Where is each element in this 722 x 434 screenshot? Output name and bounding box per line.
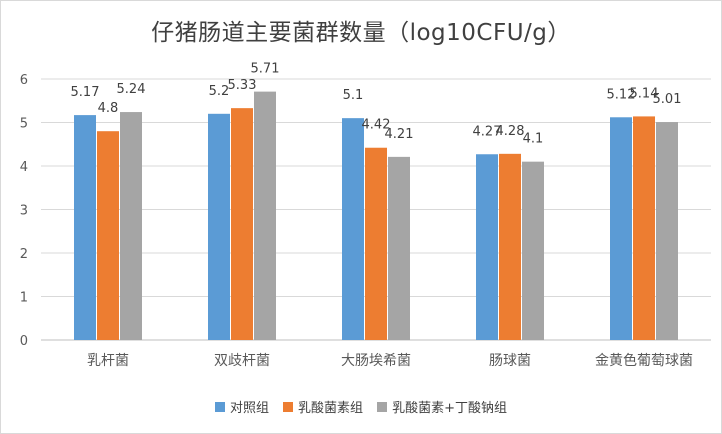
bar-1-0: [208, 113, 230, 340]
legend-swatch-bacteriocin-butyrate: [377, 401, 388, 412]
legend-label-control: 对照组: [230, 401, 270, 416]
bar-2-2: [388, 156, 410, 340]
y-tick-label-4: 4: [20, 160, 28, 175]
x-tick-label-0: 乳杆菌: [87, 353, 129, 369]
y-tick-label-6: 6: [20, 73, 28, 88]
data-label-2-1: 4.42: [362, 118, 391, 133]
legend-item-bacteriocin: 乳酸菌素组: [283, 397, 363, 416]
legend-swatch-bacteriocin: [283, 401, 294, 412]
y-tick-label-2: 2: [20, 247, 28, 262]
data-label-2-2: 4.21: [385, 127, 414, 142]
data-label-0-0: 5.17: [71, 85, 100, 100]
data-label-2-0: 5.1: [343, 88, 364, 103]
bar-3-0: [476, 154, 498, 340]
data-label-1-1: 5.33: [228, 78, 257, 93]
legend-label-bacteriocin-butyrate: 乳酸菌素+丁酸钠组: [392, 401, 507, 416]
x-tick-label-4: 金黄色葡萄球菌: [595, 352, 693, 369]
data-label-4-0: 5.12: [607, 87, 636, 102]
bar-1-1: [231, 108, 253, 341]
legend-item-bacteriocin-butyrate: 乳酸菌素+丁酸钠组: [377, 397, 507, 416]
bar-1-2: [254, 91, 276, 341]
legend: 对照组 乳酸菌素组 乳酸菌素+丁酸钠组: [1, 397, 721, 416]
chart-title: 仔猪肠道主要菌群数量（log10CFU/g）: [151, 20, 571, 46]
bar-4-1: [633, 116, 655, 340]
y-tick-label-0: 0: [20, 334, 28, 349]
data-label-1-0: 5.2: [209, 84, 230, 99]
bar-3-2: [522, 161, 544, 340]
x-tick-label-2: 大肠埃希菌: [341, 353, 411, 369]
x-tick-label-1: 双歧杆菌: [214, 353, 270, 369]
data-label-0-2: 5.24: [117, 82, 146, 97]
bar-0-0: [74, 115, 96, 340]
data-label-1-2: 5.71: [251, 62, 280, 77]
y-tick-label-1: 1: [20, 291, 28, 306]
data-label-3-0: 4.27: [473, 124, 502, 139]
legend-label-bacteriocin: 乳酸菌素组: [298, 401, 364, 416]
data-label-3-2: 4.1: [523, 132, 544, 147]
x-tick-label-3: 肠球菌: [489, 353, 531, 369]
data-label-4-2: 5.01: [653, 92, 682, 107]
legend-item-control: 对照组: [215, 397, 269, 416]
bar-0-2: [120, 112, 142, 340]
bar-4-2: [656, 122, 678, 340]
y-tick-label-5: 5: [20, 117, 28, 132]
bar-2-0: [342, 118, 364, 341]
bar-4-0: [610, 117, 632, 340]
data-label-4-1: 5.14: [630, 86, 659, 101]
y-tick-label-3: 3: [20, 204, 28, 219]
bar-2-1: [365, 147, 387, 340]
data-label-0-1: 4.8: [98, 101, 119, 116]
bar-0-1: [97, 131, 119, 340]
legend-swatch-control: [215, 401, 226, 412]
bar-3-1: [499, 153, 521, 340]
data-label-3-1: 4.28: [496, 124, 525, 139]
